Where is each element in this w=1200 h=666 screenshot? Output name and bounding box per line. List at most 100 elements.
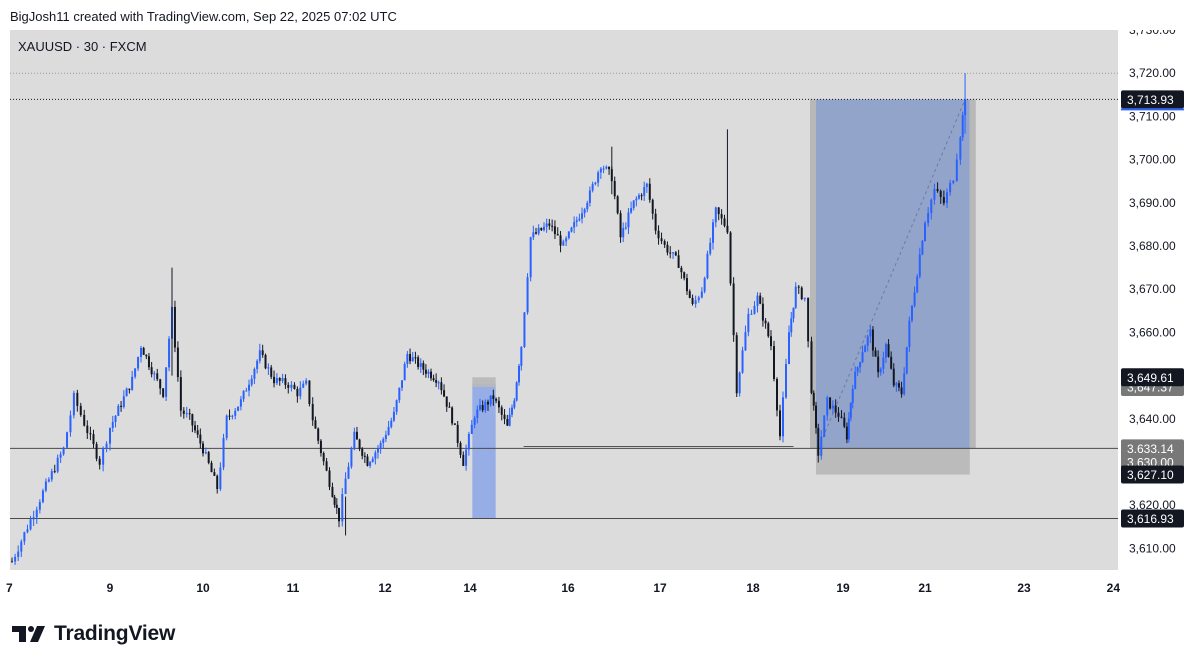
candle-body — [41, 490, 44, 503]
candle-body — [820, 436, 823, 456]
candle-body — [869, 329, 872, 337]
candle-body — [182, 410, 185, 414]
candle-body — [553, 226, 556, 235]
candle-body — [535, 232, 537, 234]
candle-body — [680, 267, 683, 273]
candle-body — [470, 424, 473, 434]
tradingview-logo-icon — [12, 626, 45, 642]
candle-body — [918, 254, 921, 277]
candle-body — [245, 390, 248, 392]
candle-body — [319, 440, 322, 454]
candle-body — [275, 378, 278, 384]
candle-body — [674, 252, 677, 256]
candle-body — [738, 372, 741, 394]
candle-body — [854, 371, 857, 389]
candle-body — [331, 486, 334, 497]
price-tick-label: 3,730.00 — [1129, 30, 1176, 37]
candle-body — [714, 207, 717, 223]
candle-body — [961, 114, 964, 138]
stop-zone — [816, 448, 970, 475]
candle-body — [837, 412, 840, 417]
price-tags: 3,647.373,633.143,630.003,713.933,649.61… — [1121, 90, 1184, 528]
candle-body — [489, 395, 492, 405]
candle-body — [456, 424, 459, 443]
candle-body — [371, 458, 374, 462]
candle-body — [586, 202, 589, 210]
candle-body — [443, 390, 446, 397]
candle-body — [105, 443, 108, 449]
candle-body — [515, 382, 518, 401]
candle-body — [35, 509, 38, 518]
candle-body — [895, 383, 898, 386]
candle-body — [613, 180, 616, 197]
candlestick-chart[interactable]: 3,610.003,620.003,630.003,640.003,650.00… — [0, 30, 1200, 602]
price-tick-label: 3,700.00 — [1129, 153, 1176, 167]
candle-body — [53, 471, 56, 473]
candle-body — [651, 199, 654, 214]
price-tag-3,633.14: 3,633.14 — [1121, 439, 1184, 458]
candle-body — [432, 378, 435, 381]
candle-body — [406, 354, 409, 364]
candle-body — [526, 277, 529, 313]
candle-body — [933, 188, 936, 200]
candle-body — [864, 345, 867, 353]
candle-body — [79, 405, 82, 415]
candle-body — [779, 410, 781, 437]
candle-body — [770, 336, 772, 347]
candle-body — [847, 418, 850, 440]
candle-body — [210, 462, 213, 473]
time-tick-label: 16 — [561, 581, 575, 595]
candle-body — [622, 227, 625, 238]
time-axis[interactable]: 7 9 10 11 12 14 16 17 18 19 21 23 24 — [6, 581, 1120, 595]
price-tag-3,616.93: 3,616.93 — [1121, 509, 1184, 528]
candle-body — [645, 183, 648, 187]
candle-body — [376, 448, 379, 453]
candle-body — [887, 344, 890, 357]
candle-body — [520, 346, 523, 366]
candle-body — [663, 241, 666, 245]
candle-body — [588, 190, 591, 203]
candle-body — [333, 496, 336, 505]
candle-body — [815, 405, 817, 428]
candle-body — [741, 350, 744, 373]
candle-body — [562, 241, 565, 246]
price-tag-text: 3,649.61 — [1127, 371, 1174, 385]
candle-body — [281, 378, 284, 381]
candle-body — [602, 168, 605, 170]
candle-body — [196, 430, 199, 435]
candle-body — [807, 297, 810, 342]
candle-body — [401, 380, 403, 388]
candle-body — [427, 371, 430, 374]
candle-body — [756, 295, 759, 306]
candle-body — [390, 420, 393, 427]
candle-body — [794, 286, 797, 308]
candle-body — [709, 242, 712, 254]
candle-body — [308, 380, 311, 404]
candle-body — [358, 439, 361, 449]
candle-body — [153, 373, 156, 375]
candle-body — [532, 232, 535, 238]
candle-body — [648, 183, 651, 200]
candle-body — [156, 373, 159, 380]
candle-body — [29, 519, 32, 530]
candle-body — [299, 387, 302, 397]
candle-body — [374, 452, 377, 459]
candle-body — [142, 347, 145, 355]
candle-body — [89, 433, 92, 435]
candle-body — [559, 235, 562, 246]
candle-body — [548, 223, 551, 226]
candle-body — [834, 405, 837, 413]
candle-body — [256, 360, 259, 370]
candle-body — [903, 373, 906, 395]
candle-body — [578, 218, 581, 221]
candle-body — [341, 494, 344, 522]
candle-body — [290, 384, 293, 388]
candle-body — [523, 312, 526, 347]
candle-body — [677, 255, 680, 268]
candle-body — [26, 529, 29, 533]
candle-body — [597, 172, 600, 183]
candles — [11, 73, 967, 565]
chart-area[interactable]: 3,610.003,620.003,630.003,640.003,650.00… — [0, 30, 1200, 602]
candle-body — [325, 461, 328, 471]
candle-body — [506, 419, 509, 426]
